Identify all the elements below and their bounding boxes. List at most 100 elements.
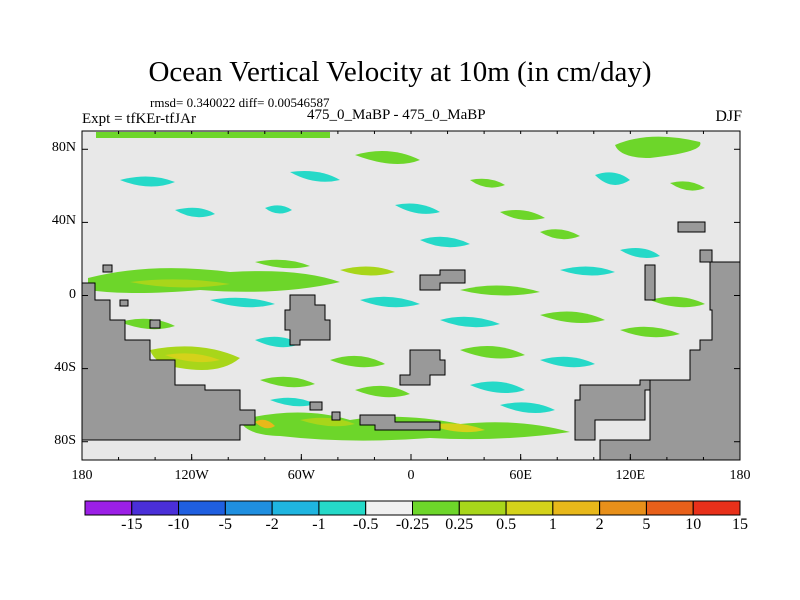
colorbar-label: 10 <box>685 516 702 533</box>
x-tick-label: 180 <box>729 468 751 483</box>
contour-blob <box>595 172 630 185</box>
contour-blob <box>165 353 220 363</box>
contour-blob <box>130 279 230 288</box>
experiment-label: Expt = tfKEr-tfJAr <box>82 111 196 127</box>
colorbar-swatch <box>224 500 273 516</box>
y-tick-label: 40N <box>51 213 76 229</box>
contour-blob <box>440 316 500 328</box>
colorbar-label: 15 <box>732 516 748 533</box>
colorbar-label: -1 <box>312 516 326 533</box>
y-tick-label: 80N <box>51 140 76 156</box>
axis-ticks <box>81 131 741 460</box>
colorbar-swatch <box>645 500 694 516</box>
contour-blob <box>500 402 555 414</box>
land-mass <box>399 349 446 386</box>
x-tick-label: 0 <box>407 468 415 483</box>
colorbar-label: 1 <box>548 516 557 533</box>
contour-blob <box>255 259 310 269</box>
colorbar <box>84 500 741 516</box>
contour-blob <box>460 285 540 296</box>
contour-blob <box>650 296 705 308</box>
colorbar-label: -2 <box>265 516 279 533</box>
land-mass <box>419 269 466 291</box>
land-mass <box>119 299 129 307</box>
contour-blob <box>355 385 410 398</box>
colorbar-swatch <box>271 500 320 516</box>
colorbar-swatch <box>365 500 414 516</box>
colorbar-swatch <box>552 500 601 516</box>
contour-blob <box>430 423 485 433</box>
y-tick-label: 40S <box>54 359 76 375</box>
contour-blob <box>255 419 275 429</box>
contour-blob <box>270 397 315 407</box>
contour-blob <box>330 355 385 368</box>
land-layer <box>81 221 741 461</box>
contour-blob <box>670 181 705 191</box>
colorbar-swatch <box>131 500 180 516</box>
land-mass <box>359 414 441 431</box>
x-tick-label: 180 <box>71 468 93 483</box>
land-mass <box>309 401 323 411</box>
colorbar-label: -15 <box>121 516 143 533</box>
land-mass <box>284 294 331 346</box>
center-label: 475_0_MaBP - 475_0_MaBP <box>307 107 486 123</box>
contour-blob <box>540 229 580 240</box>
colorbar-label: -5 <box>218 516 232 533</box>
contour-blob <box>540 311 605 324</box>
contour-blob <box>560 266 615 276</box>
season-label: DJF <box>715 108 742 125</box>
contour-blob <box>120 176 175 187</box>
colorbar-label: 0.25 <box>445 516 474 533</box>
colorbar-label: -0.25 <box>395 516 430 533</box>
colorbar-swatch <box>458 500 507 516</box>
contour-blob <box>470 178 505 188</box>
contour-blob <box>470 381 525 394</box>
stats-text: rmsd= 0.340022 diff= 0.00546587 <box>150 95 330 110</box>
colorbar-swatch <box>412 500 460 516</box>
land-mass <box>102 264 113 273</box>
contour-blob <box>265 205 292 214</box>
contour-blob <box>395 203 440 214</box>
colorbar-swatch <box>505 500 554 516</box>
land-mass <box>331 411 341 421</box>
contour-blob <box>460 346 525 359</box>
contour-blob <box>175 207 215 218</box>
y-tick-label: 0 <box>69 286 76 302</box>
contour-blob <box>300 417 355 427</box>
contour-blob <box>340 266 395 276</box>
contour-blob <box>620 326 680 338</box>
contour-blob <box>120 318 175 330</box>
y-tick-label: 80S <box>54 432 76 448</box>
x-tick-label: 60E <box>509 468 532 483</box>
contour-blob <box>615 136 701 158</box>
x-tick-label: 120E <box>615 468 646 483</box>
colorbar-swatch <box>84 500 133 516</box>
colorbar-label: 0.5 <box>496 516 517 533</box>
x-tick-label: 60W <box>287 468 315 483</box>
land-mass <box>574 379 661 441</box>
contour-blob <box>88 268 340 293</box>
contour-blob <box>210 297 275 308</box>
contour-blob <box>620 248 660 258</box>
colorbar-swatch <box>318 500 367 516</box>
colorbar-label: -10 <box>167 516 190 533</box>
land-mass <box>81 282 256 441</box>
colorbar-swatch <box>692 500 741 516</box>
contour-blob <box>260 376 315 388</box>
contour-blob <box>420 236 470 248</box>
contour-blob <box>290 171 340 182</box>
land-mass <box>644 264 656 301</box>
colorbar-label: -0.5 <box>353 516 379 533</box>
contour-blob <box>255 336 300 348</box>
colorbar-swatch <box>178 500 226 516</box>
land-mass <box>677 221 706 233</box>
contour-blob <box>355 151 420 164</box>
map-plot <box>81 130 741 461</box>
contour-blob <box>540 356 595 368</box>
x-tick-label: 120W <box>174 468 209 483</box>
contour-blob <box>96 132 330 138</box>
chart-title: Ocean Vertical Velocity at 10m (in cm/da… <box>148 56 652 88</box>
colorbar-label: 5 <box>642 516 651 533</box>
land-mass <box>149 319 161 329</box>
